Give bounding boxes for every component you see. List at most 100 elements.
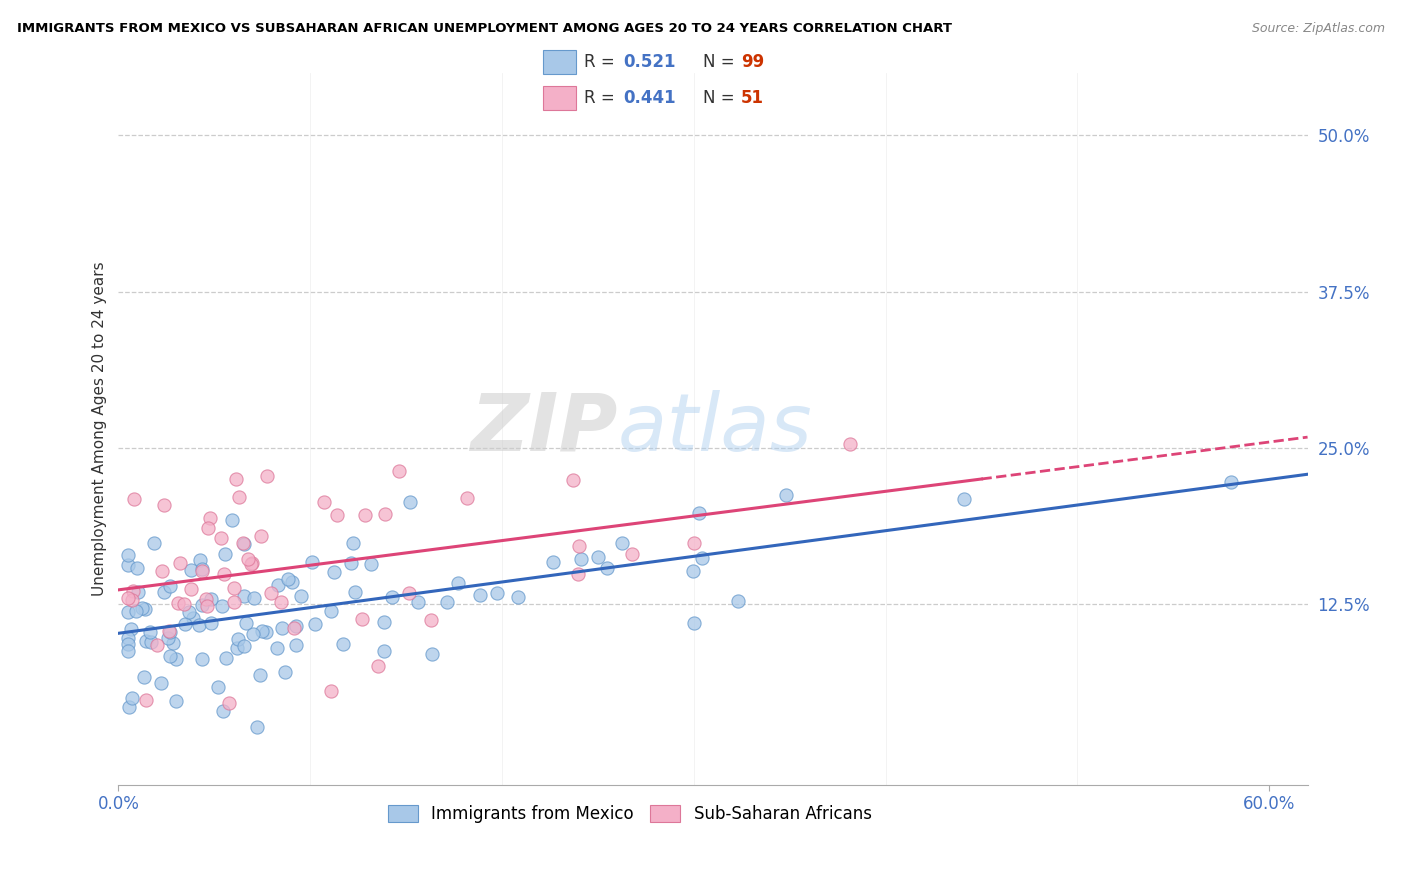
Point xyxy=(277,572,299,586)
Point xyxy=(215,651,238,665)
Point xyxy=(690,551,713,566)
Point xyxy=(235,615,257,630)
Point xyxy=(374,507,396,521)
Point xyxy=(419,613,441,627)
Point xyxy=(249,668,271,682)
Point xyxy=(165,694,187,708)
Point xyxy=(612,536,634,550)
Point xyxy=(180,582,202,597)
Point xyxy=(301,556,323,570)
Point xyxy=(145,638,167,652)
Point xyxy=(228,491,250,505)
Point xyxy=(270,595,292,609)
Point xyxy=(381,591,404,605)
Point xyxy=(688,506,710,520)
Point xyxy=(134,601,156,615)
Text: N =: N = xyxy=(703,89,740,107)
Point xyxy=(117,548,139,562)
Point xyxy=(228,632,250,646)
Point xyxy=(567,566,589,581)
Point xyxy=(240,556,263,570)
Point xyxy=(682,536,704,550)
Point xyxy=(322,566,344,580)
Point xyxy=(157,631,180,645)
Point xyxy=(211,704,233,718)
Point xyxy=(242,626,264,640)
Point xyxy=(190,562,212,576)
Text: 0.521: 0.521 xyxy=(623,53,675,70)
Point xyxy=(200,592,222,607)
Point xyxy=(181,611,204,625)
Point xyxy=(117,606,139,620)
Point xyxy=(169,556,191,570)
Point xyxy=(188,552,211,566)
Point xyxy=(207,680,229,694)
Point xyxy=(222,595,245,609)
Point xyxy=(226,640,249,655)
Point xyxy=(283,621,305,635)
Point xyxy=(281,574,304,589)
Point xyxy=(225,472,247,486)
Point xyxy=(122,492,145,507)
Point xyxy=(398,495,420,509)
Point xyxy=(420,648,443,662)
Point xyxy=(256,469,278,483)
Point xyxy=(271,621,294,635)
Point xyxy=(157,624,180,638)
Point xyxy=(243,591,266,606)
Point xyxy=(373,643,395,657)
Point xyxy=(953,492,976,507)
Point xyxy=(134,670,156,684)
Point xyxy=(775,488,797,502)
Point xyxy=(117,591,139,605)
Point xyxy=(342,536,364,550)
Point xyxy=(152,564,174,578)
Point xyxy=(266,641,288,656)
Point xyxy=(233,537,256,551)
Point xyxy=(127,585,149,599)
Point xyxy=(344,584,367,599)
Text: atlas: atlas xyxy=(617,390,813,468)
Point xyxy=(209,531,232,545)
Point xyxy=(486,586,509,600)
Point xyxy=(211,599,233,613)
Text: 51: 51 xyxy=(741,89,763,107)
Text: ZIP: ZIP xyxy=(471,390,617,468)
Point xyxy=(468,588,491,602)
Point xyxy=(456,491,478,505)
Point xyxy=(195,599,218,613)
Point xyxy=(212,566,235,581)
Point xyxy=(260,586,283,600)
Point xyxy=(360,557,382,571)
Point xyxy=(179,563,201,577)
Point xyxy=(121,584,143,599)
Point xyxy=(191,564,214,578)
Point xyxy=(683,615,706,630)
Point xyxy=(200,615,222,630)
Point xyxy=(131,600,153,615)
Text: IMMIGRANTS FROM MEXICO VS SUBSAHARAN AFRICAN UNEMPLOYMENT AMONG AGES 20 TO 24 YE: IMMIGRANTS FROM MEXICO VS SUBSAHARAN AFR… xyxy=(17,22,952,36)
Point xyxy=(214,547,236,561)
Point xyxy=(285,619,308,633)
Text: Source: ZipAtlas.com: Source: ZipAtlas.com xyxy=(1251,22,1385,36)
Point xyxy=(506,591,529,605)
Point xyxy=(149,676,172,690)
Point xyxy=(373,615,395,629)
Bar xyxy=(543,50,575,74)
Point xyxy=(340,556,363,570)
Point xyxy=(267,578,290,592)
Point xyxy=(727,594,749,608)
Point xyxy=(588,549,610,564)
Point xyxy=(127,560,149,574)
Point xyxy=(197,521,219,535)
Point xyxy=(167,596,190,610)
Point xyxy=(173,617,195,632)
Point xyxy=(561,474,583,488)
Point xyxy=(352,612,374,626)
Point xyxy=(332,637,354,651)
Point xyxy=(325,508,347,522)
Point xyxy=(236,552,259,566)
Point xyxy=(117,637,139,651)
Point xyxy=(221,513,243,527)
Point xyxy=(121,592,143,607)
